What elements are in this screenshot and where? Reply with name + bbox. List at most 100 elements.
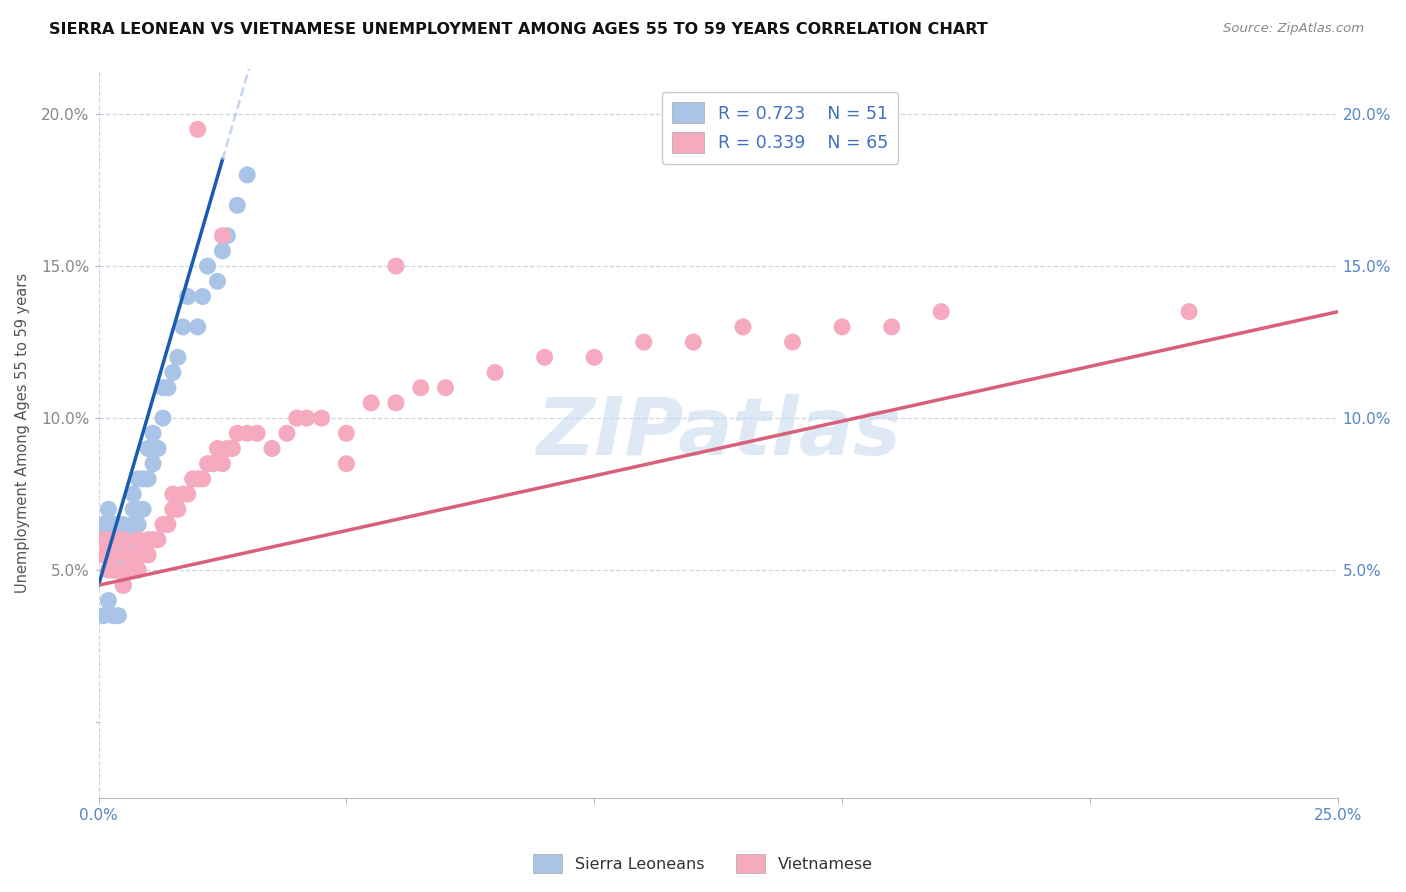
- Point: [633, 335, 655, 350]
- Point: [142, 457, 165, 471]
- Point: [197, 457, 219, 471]
- Point: [226, 426, 249, 441]
- Point: [103, 563, 125, 577]
- Point: [217, 228, 239, 243]
- Point: [162, 487, 184, 501]
- Point: [211, 244, 233, 258]
- Point: [103, 517, 125, 532]
- Point: [484, 366, 506, 380]
- Point: [162, 366, 184, 380]
- Point: [112, 578, 135, 592]
- Point: [142, 426, 165, 441]
- Legend: R = 0.723    N = 51, R = 0.339    N = 65: R = 0.723 N = 51, R = 0.339 N = 65: [662, 92, 898, 163]
- Point: [97, 533, 120, 547]
- Point: [122, 517, 145, 532]
- Point: [152, 411, 174, 425]
- Point: [166, 502, 188, 516]
- Point: [97, 593, 120, 607]
- Point: [122, 563, 145, 577]
- Point: [162, 502, 184, 516]
- Point: [93, 533, 115, 547]
- Point: [117, 533, 139, 547]
- Point: [112, 533, 135, 547]
- Point: [360, 396, 382, 410]
- Point: [107, 548, 129, 562]
- Point: [127, 563, 149, 577]
- Point: [197, 259, 219, 273]
- Point: [285, 411, 308, 425]
- Point: [117, 548, 139, 562]
- Point: [103, 563, 125, 577]
- Point: [146, 442, 169, 456]
- Point: [122, 548, 145, 562]
- Point: [187, 472, 209, 486]
- Point: [132, 472, 155, 486]
- Legend: Sierra Leoneans, Vietnamese: Sierra Leoneans, Vietnamese: [527, 847, 879, 880]
- Text: Source: ZipAtlas.com: Source: ZipAtlas.com: [1223, 22, 1364, 36]
- Point: [122, 487, 145, 501]
- Point: [136, 472, 159, 486]
- Point: [682, 335, 704, 350]
- Point: [93, 608, 115, 623]
- Point: [152, 517, 174, 532]
- Point: [385, 259, 408, 273]
- Point: [127, 517, 149, 532]
- Point: [156, 517, 179, 532]
- Point: [107, 608, 129, 623]
- Point: [782, 335, 804, 350]
- Point: [136, 548, 159, 562]
- Point: [172, 487, 194, 501]
- Point: [112, 578, 135, 592]
- Point: [191, 472, 214, 486]
- Point: [191, 289, 214, 303]
- Point: [136, 442, 159, 456]
- Text: ZIPatlas: ZIPatlas: [536, 394, 901, 472]
- Point: [187, 122, 209, 136]
- Point: [211, 457, 233, 471]
- Point: [97, 533, 120, 547]
- Point: [246, 426, 269, 441]
- Point: [107, 563, 129, 577]
- Point: [533, 351, 555, 365]
- Point: [93, 548, 115, 562]
- Point: [831, 319, 853, 334]
- Point: [93, 533, 115, 547]
- Point: [127, 472, 149, 486]
- Point: [156, 381, 179, 395]
- Point: [97, 502, 120, 516]
- Y-axis label: Unemployment Among Ages 55 to 59 years: Unemployment Among Ages 55 to 59 years: [15, 273, 30, 593]
- Point: [226, 198, 249, 212]
- Point: [103, 548, 125, 562]
- Point: [409, 381, 432, 395]
- Point: [260, 442, 283, 456]
- Point: [117, 563, 139, 577]
- Point: [177, 487, 200, 501]
- Point: [93, 517, 115, 532]
- Point: [103, 608, 125, 623]
- Point: [207, 442, 229, 456]
- Point: [929, 304, 952, 318]
- Point: [142, 533, 165, 547]
- Point: [136, 533, 159, 547]
- Point: [236, 168, 259, 182]
- Point: [97, 563, 120, 577]
- Point: [172, 319, 194, 334]
- Point: [1178, 304, 1201, 318]
- Point: [107, 533, 129, 547]
- Point: [335, 426, 357, 441]
- Point: [117, 548, 139, 562]
- Point: [187, 319, 209, 334]
- Point: [434, 381, 457, 395]
- Point: [181, 472, 204, 486]
- Point: [166, 351, 188, 365]
- Point: [207, 274, 229, 288]
- Point: [97, 548, 120, 562]
- Point: [236, 426, 259, 441]
- Point: [152, 381, 174, 395]
- Point: [107, 517, 129, 532]
- Point: [583, 351, 606, 365]
- Point: [276, 426, 298, 441]
- Point: [295, 411, 318, 425]
- Point: [201, 457, 224, 471]
- Point: [177, 289, 200, 303]
